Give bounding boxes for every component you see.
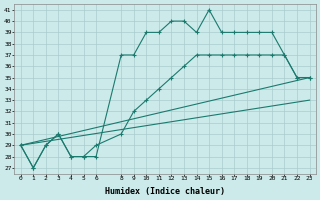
X-axis label: Humidex (Indice chaleur): Humidex (Indice chaleur) [105,187,225,196]
